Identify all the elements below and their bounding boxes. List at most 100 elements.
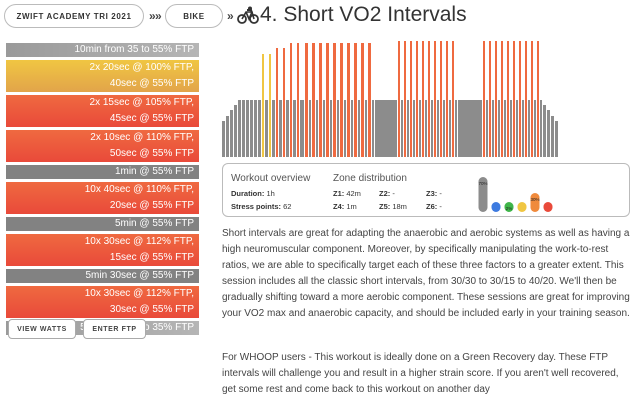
breadcrumb-academy[interactable]: ZWIFT ACADEMY TRI 2021 — [4, 4, 144, 28]
zone-bar-label: 2% — [506, 206, 513, 211]
segment-text: 45sec @ 55% FTP — [109, 113, 194, 124]
workout-bar — [551, 116, 554, 157]
segment-item[interactable]: 5min @ 55% FTP — [6, 217, 199, 231]
segment-item[interactable]: 2x 10sec @ 110% FTP, 50sec @ 55% FTP — [6, 130, 199, 162]
segment-text: 2x 15sec @ 105% FTP, — [89, 97, 194, 108]
zone-3-value: - — [439, 189, 442, 198]
duration-row: Duration: 1h — [231, 189, 275, 198]
workout-bar — [507, 41, 509, 157]
workout-bar — [333, 43, 336, 157]
workout-bar — [283, 48, 285, 157]
workout-bar — [483, 41, 485, 157]
workout-bar — [440, 41, 442, 157]
zone-2-value: - — [392, 189, 395, 198]
workout-bar — [540, 100, 542, 157]
workout-bar — [326, 43, 329, 157]
workout-bar — [519, 41, 521, 157]
stress-label: Stress points: — [231, 202, 282, 211]
workout-bar — [358, 100, 360, 157]
zone-6-label: Z6: — [426, 202, 438, 211]
workout-bar — [434, 41, 436, 157]
workout-bar — [449, 100, 451, 157]
workout-bar — [413, 100, 415, 157]
workout-bar — [323, 100, 325, 157]
zone-bar-label: 70% — [478, 181, 487, 186]
segment-text: 50sec @ 55% FTP — [109, 148, 194, 159]
breadcrumb-bike[interactable]: BIKE — [165, 4, 223, 28]
workout-bar — [246, 100, 249, 157]
workout-bar — [446, 41, 448, 157]
workout-bar — [495, 41, 497, 157]
zone-1: Z1: 42m — [333, 189, 361, 198]
segment-item[interactable]: 10x 40sec @ 110% FTP, 20sec @ 55% FTP — [6, 182, 199, 214]
zone-3-label: Z3: — [426, 189, 438, 198]
workout-bar — [525, 41, 527, 157]
zone-4: Z4: 1m — [333, 202, 357, 211]
workout-bar — [238, 100, 241, 157]
view-watts-button[interactable]: VIEW WATTS — [8, 319, 76, 339]
workout-bar — [254, 100, 257, 157]
workout-bar — [531, 41, 533, 157]
segment-item[interactable]: 2x 20sec @ 100% FTP, 40sec @ 55% FTP — [6, 60, 199, 92]
workout-bar — [555, 121, 558, 157]
workout-bar — [297, 43, 299, 157]
workout-description: Short intervals are great for adapting t… — [222, 228, 630, 319]
workout-bar — [305, 43, 308, 157]
workout-bar — [401, 100, 403, 157]
workout-bar — [265, 100, 268, 157]
segment-text: 10min from 35 to 55% FTP — [74, 44, 195, 55]
workout-bar — [351, 100, 353, 157]
zone-4-value: 1m — [346, 202, 357, 211]
workout-bar — [452, 41, 454, 157]
workout-bar — [340, 43, 343, 157]
workout-bar — [309, 100, 311, 157]
segment-item[interactable]: 5min 30sec @ 55% FTP — [6, 269, 199, 283]
workout-bar — [250, 100, 253, 157]
segment-item[interactable]: 10x 30sec @ 112% FTP, 30sec @ 55% FTP — [6, 286, 199, 318]
stress-value: 62 — [283, 202, 292, 211]
zone-5: Z5: 18m — [379, 202, 407, 211]
workout-bar — [372, 100, 374, 157]
workout-bar — [425, 100, 427, 157]
workout-bar — [522, 100, 524, 157]
segment-text: 5min 30sec @ 55% FTP — [85, 270, 194, 281]
workout-bar — [258, 100, 261, 157]
segment-item[interactable]: 10x 30sec @ 112% FTP, 15sec @ 55% FTP — [6, 234, 199, 266]
zone-bar — [478, 177, 488, 212]
bike-icon — [237, 6, 259, 29]
workout-bar — [510, 100, 512, 157]
workout-bar — [368, 43, 371, 157]
segment-text: 10x 30sec @ 112% FTP, — [84, 288, 194, 299]
segment-item[interactable]: 1min @ 55% FTP — [6, 165, 199, 179]
workout-bar — [365, 100, 367, 157]
workout-profile-chart — [222, 38, 632, 157]
workout-bar — [486, 100, 488, 157]
workout-bar — [416, 41, 418, 157]
zone-bar — [504, 202, 514, 212]
workout-bar — [437, 100, 439, 157]
zone-4-label: Z4: — [333, 202, 345, 211]
workout-bar — [428, 41, 430, 157]
workout-bar — [498, 100, 500, 157]
segment-item[interactable]: 10min from 35 to 55% FTP — [6, 43, 199, 57]
workout-bar — [293, 100, 296, 157]
workout-bar — [269, 54, 271, 157]
workout-bar — [492, 100, 494, 157]
workout-bar — [443, 100, 445, 157]
workout-bar — [404, 41, 406, 157]
zone-distribution-chart: 70% 2% 30% — [478, 177, 553, 212]
workout-bar — [410, 41, 412, 157]
zone-2-label: Z2: — [379, 189, 391, 198]
zone-6-value: - — [439, 202, 442, 211]
zone-bar — [530, 193, 540, 212]
workout-bar — [458, 100, 482, 157]
overview-title: Workout overview — [231, 173, 311, 184]
workout-bar — [316, 100, 318, 157]
segment-item[interactable]: 2x 15sec @ 105% FTP, 45sec @ 55% FTP — [6, 95, 199, 127]
segment-text: 10x 30sec @ 112% FTP, — [84, 236, 194, 247]
enter-ftp-button[interactable]: ENTER FTP — [83, 319, 146, 339]
whoop-note: For WHOOP users - This workout is ideall… — [222, 352, 619, 395]
segment-text: 40sec @ 55% FTP — [109, 78, 194, 89]
workout-bar — [226, 116, 229, 157]
duration-value: 1h — [266, 189, 275, 198]
